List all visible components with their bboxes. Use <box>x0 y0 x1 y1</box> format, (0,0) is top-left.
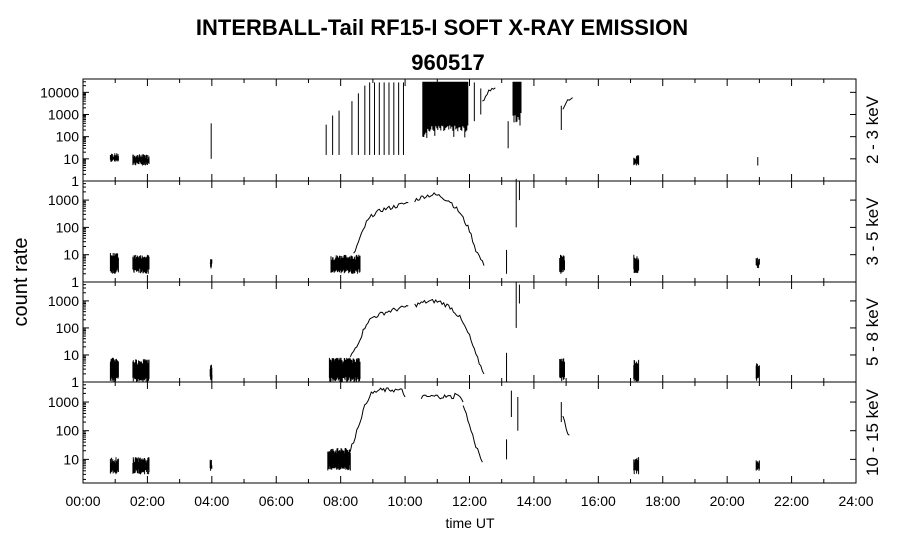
y-tick-label: 10 <box>63 451 79 467</box>
x-tick-label: 04:00 <box>194 493 229 509</box>
x-tick-label: 14:00 <box>516 493 551 509</box>
data-burst <box>755 257 760 269</box>
x-tick-label: 08:00 <box>323 493 358 509</box>
data-burst <box>132 359 150 382</box>
data-burst <box>109 153 119 162</box>
data-burst <box>109 357 119 382</box>
data-burst <box>328 357 361 382</box>
y-tick-label: 1 <box>71 173 79 189</box>
panel-frame <box>82 381 857 484</box>
panel-energy-label: 5 - 8 keV <box>863 297 882 366</box>
data-burst <box>633 254 640 274</box>
data-burst <box>633 457 640 475</box>
y-tick-label: 1000 <box>48 293 79 309</box>
data-burst <box>209 259 213 269</box>
data-burst <box>132 457 150 475</box>
data-burst <box>633 359 640 382</box>
y-tick-label: 1000 <box>48 192 79 208</box>
data-burst <box>132 154 150 166</box>
x-tick-label: 24:00 <box>838 493 873 509</box>
chart-title: INTERBALL-Tail RF15-I SOFT X-RAY EMISSIO… <box>196 15 688 40</box>
data-block <box>512 81 522 126</box>
data-series-line <box>349 387 406 452</box>
y-tick-label: 1000 <box>48 394 79 410</box>
data-series-line <box>482 87 496 102</box>
y-tick-label: 100 <box>56 320 80 336</box>
x-tick-label: 06:00 <box>259 493 294 509</box>
panel-energy-label: 10 - 15 keV <box>863 388 882 476</box>
y-tick-label: 100 <box>56 129 80 145</box>
data-burst <box>109 457 119 475</box>
data-burst <box>327 448 351 471</box>
x-tick-label: 20:00 <box>710 493 745 509</box>
panel-energy-label: 2 - 3 keV <box>863 95 882 164</box>
data-burst <box>132 254 150 274</box>
data-series-line <box>414 192 485 266</box>
y-tick-label: 1 <box>71 274 79 290</box>
y-tick-label: 10000 <box>40 84 79 100</box>
y-axis-label: count rate <box>10 238 32 327</box>
x-tick-label: 00:00 <box>65 493 100 509</box>
panel-energy-label: 3 - 5 keV <box>863 197 882 266</box>
data-burst <box>755 363 760 381</box>
data-burst <box>559 358 565 382</box>
x-tick-label: 10:00 <box>388 493 423 509</box>
y-tick-label: 10 <box>63 247 79 263</box>
panel-frame <box>82 281 857 383</box>
data-burst <box>755 460 760 471</box>
data-series-line <box>562 415 570 436</box>
y-tick-label: 100 <box>56 219 80 235</box>
y-tick-label: 100 <box>56 423 80 439</box>
x-tick-label: 12:00 <box>452 493 487 509</box>
y-tick-label: 10 <box>63 151 79 167</box>
y-tick-label: 1 <box>71 374 79 390</box>
x-tick-label: 22:00 <box>774 493 809 509</box>
data-series-line <box>349 305 409 358</box>
data-block <box>422 81 469 138</box>
panels-layer: 1 10 100 1000 10000 2 - 3 keV 1 10 100 1000 3 - 5 … <box>40 78 882 509</box>
chart-subtitle: 960517 <box>411 50 484 75</box>
data-series-line <box>353 201 409 254</box>
data-burst <box>209 459 213 471</box>
y-tick-label: 10 <box>63 347 79 363</box>
x-tick-label: 18:00 <box>645 493 680 509</box>
data-burst <box>330 254 361 274</box>
data-series-line <box>420 392 464 403</box>
y-tick-label: 1000 <box>48 107 79 123</box>
data-burst <box>109 253 119 274</box>
data-burst <box>209 364 213 381</box>
data-series-line <box>562 97 573 110</box>
data-series-line <box>414 298 485 375</box>
data-burst <box>559 254 565 274</box>
x-axis-label: time UT <box>446 515 495 531</box>
panel-frame <box>82 78 857 182</box>
data-series-line <box>462 405 483 463</box>
data-burst <box>633 155 640 166</box>
x-tick-label: 16:00 <box>581 493 616 509</box>
x-tick-label: 02:00 <box>130 493 165 509</box>
